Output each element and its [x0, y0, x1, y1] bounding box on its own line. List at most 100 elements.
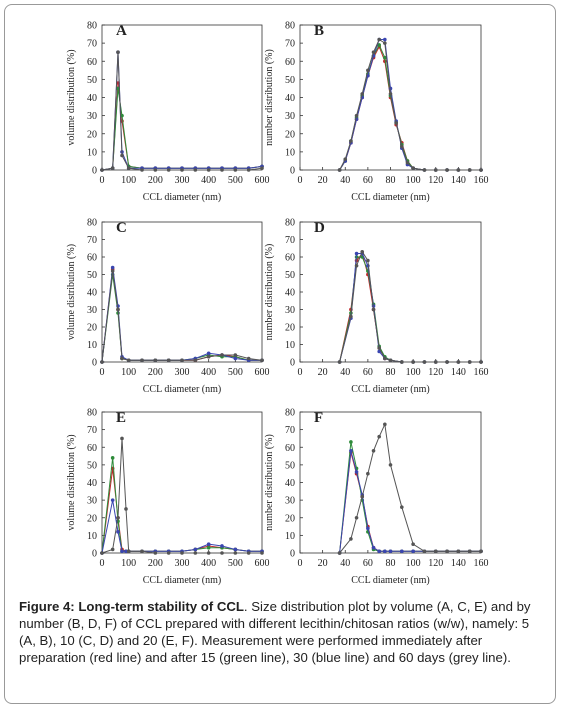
point [220, 551, 224, 555]
point [349, 440, 353, 444]
chart-title: F [314, 410, 323, 426]
point [220, 544, 224, 548]
y-tick-label: 30 [285, 496, 295, 507]
series-line [339, 39, 481, 171]
x-tick-label: 300 [175, 558, 190, 569]
y-tick-label: 60 [285, 253, 295, 264]
y-tick-label: 0 [92, 166, 97, 177]
y-tick-label: 30 [87, 305, 97, 316]
x-tick-label: 100 [406, 367, 421, 378]
x-tick-label: 200 [148, 367, 163, 378]
point [260, 166, 264, 170]
point [388, 358, 393, 363]
x-tick-label: 60 [363, 367, 373, 378]
x-tick-label: 0 [298, 558, 303, 569]
point [411, 360, 415, 364]
series-line [101, 500, 262, 554]
x-tick-label: 20 [318, 558, 328, 569]
y-tick-label: 0 [92, 358, 97, 369]
x-axis-label: CCL diameter (nm) [143, 384, 222, 395]
point [354, 251, 359, 256]
x-tick-label: 600 [255, 175, 270, 186]
point [260, 551, 264, 555]
y-tick-label: 20 [87, 323, 97, 334]
x-tick-label: 160 [474, 367, 489, 378]
point [110, 456, 115, 460]
x-tick-label: 100 [406, 558, 421, 569]
point [337, 360, 342, 364]
point [388, 549, 393, 554]
plot-frame [101, 221, 263, 363]
point [422, 168, 427, 172]
point [388, 92, 393, 96]
point [383, 356, 387, 361]
y-tick-label: 80 [285, 218, 295, 229]
point [140, 358, 144, 363]
chart-title: E [116, 410, 126, 426]
point [366, 258, 370, 263]
point [206, 545, 211, 550]
point [140, 168, 144, 172]
x-tick-label: 20 [318, 175, 328, 186]
point [110, 547, 115, 552]
series-line [101, 438, 262, 554]
point [400, 505, 404, 509]
y-tick-label: 60 [285, 57, 295, 68]
y-tick-label: 40 [87, 288, 97, 299]
x-axis-label: CCL diameter (nm) [351, 192, 430, 203]
y-tick-label: 80 [285, 21, 295, 32]
x-axis-label: CCL diameter (nm) [143, 192, 222, 203]
x-tick-label: 80 [386, 175, 396, 186]
point [400, 360, 404, 364]
y-tick-label: 60 [87, 443, 97, 454]
point [445, 360, 449, 364]
point [206, 551, 211, 555]
point [433, 549, 438, 554]
x-axis-label: CCL diameter (nm) [351, 575, 430, 586]
y-tick-label: 70 [87, 425, 97, 436]
point [166, 168, 171, 172]
x-tick-label: 0 [298, 367, 303, 378]
point [422, 549, 427, 554]
point [246, 356, 251, 361]
series-line [339, 43, 481, 171]
point [116, 530, 120, 534]
point [354, 470, 359, 474]
point [220, 353, 224, 357]
point [422, 360, 427, 364]
point [377, 43, 381, 47]
chart-title: C [116, 220, 127, 236]
x-axis-label: CCL diameter (nm) [351, 384, 430, 395]
x-tick-label: 140 [451, 367, 466, 378]
y-tick-label: 70 [285, 235, 295, 246]
point [433, 168, 438, 172]
x-tick-label: 140 [451, 175, 466, 186]
y-tick-label: 0 [290, 166, 295, 177]
series-line [101, 52, 263, 171]
point [349, 448, 353, 453]
x-tick-label: 40 [340, 558, 350, 569]
x-tick-label: 500 [228, 558, 243, 569]
point [140, 549, 144, 554]
x-tick-label: 300 [175, 367, 190, 378]
point [479, 549, 483, 554]
point [349, 537, 353, 541]
point [349, 314, 353, 319]
x-tick-label: 0 [100, 367, 105, 378]
caption-text: . Size distribution plot by volume (A, C… [19, 599, 531, 665]
point [360, 249, 365, 254]
x-tick-label: 80 [386, 558, 396, 569]
point [405, 160, 410, 165]
x-tick-label: 0 [100, 558, 105, 569]
y-axis-label: volume distribution (%) [66, 434, 77, 530]
point [246, 551, 251, 555]
y-tick-label: 50 [285, 270, 295, 281]
point [479, 168, 483, 172]
y-tick-label: 10 [285, 531, 295, 542]
series-line [339, 252, 481, 363]
series-line [101, 274, 262, 363]
point [233, 551, 238, 555]
x-tick-label: 300 [175, 175, 190, 186]
series-line [339, 250, 481, 363]
y-tick-label: 60 [87, 57, 97, 68]
